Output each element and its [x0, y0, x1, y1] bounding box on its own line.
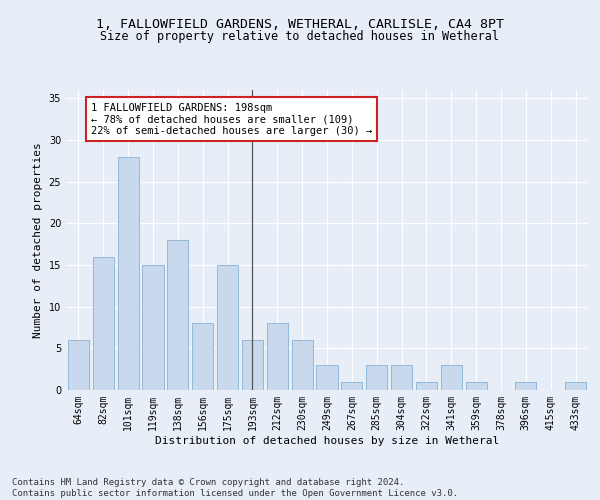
Text: Size of property relative to detached houses in Wetheral: Size of property relative to detached ho… — [101, 30, 499, 43]
Bar — [391, 365, 412, 390]
Bar — [267, 324, 288, 390]
Bar — [565, 382, 586, 390]
Bar — [366, 365, 387, 390]
Bar — [118, 156, 139, 390]
Text: Contains HM Land Registry data © Crown copyright and database right 2024.
Contai: Contains HM Land Registry data © Crown c… — [12, 478, 458, 498]
Bar — [341, 382, 362, 390]
Bar — [316, 365, 338, 390]
Bar — [292, 340, 313, 390]
Bar — [142, 265, 164, 390]
Bar — [515, 382, 536, 390]
Bar — [441, 365, 462, 390]
Bar — [93, 256, 114, 390]
Y-axis label: Number of detached properties: Number of detached properties — [33, 142, 43, 338]
Bar — [416, 382, 437, 390]
Text: 1, FALLOWFIELD GARDENS, WETHERAL, CARLISLE, CA4 8PT: 1, FALLOWFIELD GARDENS, WETHERAL, CARLIS… — [96, 18, 504, 30]
Bar — [466, 382, 487, 390]
Bar — [217, 265, 238, 390]
Bar — [167, 240, 188, 390]
X-axis label: Distribution of detached houses by size in Wetheral: Distribution of detached houses by size … — [155, 436, 499, 446]
Bar — [242, 340, 263, 390]
Bar — [192, 324, 213, 390]
Bar — [68, 340, 89, 390]
Text: 1 FALLOWFIELD GARDENS: 198sqm
← 78% of detached houses are smaller (109)
22% of : 1 FALLOWFIELD GARDENS: 198sqm ← 78% of d… — [91, 102, 372, 136]
